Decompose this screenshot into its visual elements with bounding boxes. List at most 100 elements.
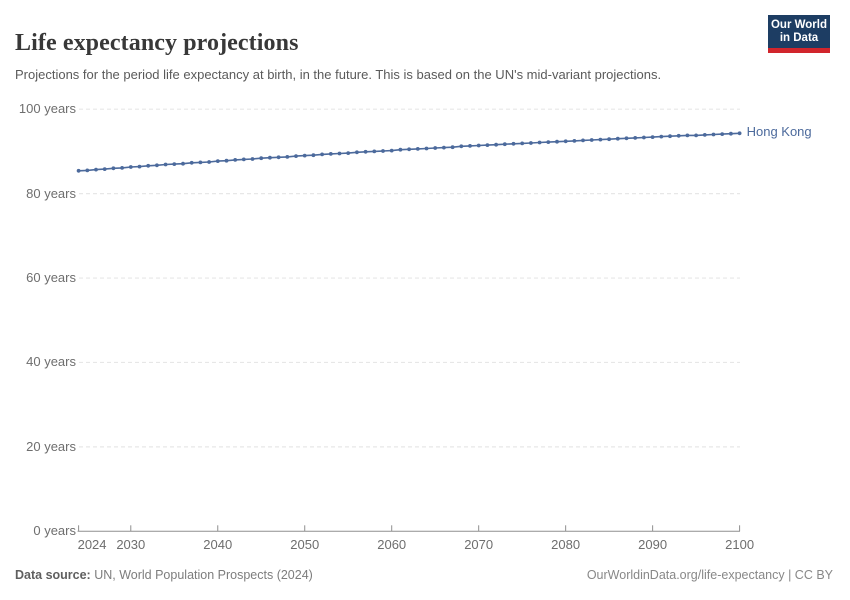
data-point [381,149,385,153]
owid-logo-line1: Our World [770,19,827,31]
data-point [233,158,238,162]
chart-subtitle: Projections for the period life expectan… [15,67,662,82]
x-axis-label-2080: 2080 [551,537,581,552]
data-point [459,144,464,149]
data-point [572,139,577,143]
data-point [711,132,716,137]
data-point [111,166,116,171]
data-point [259,156,264,161]
x-axis-label-2090: 2090 [638,537,668,552]
data-point [241,157,246,162]
data-point [668,134,672,139]
data-point [442,145,446,150]
data-point [729,131,733,136]
data-point [198,160,203,165]
x-axis-label-2024: 2024 [77,537,107,552]
data-point [215,159,220,164]
data-point [450,145,455,150]
data-point [537,140,542,145]
owid-logo[interactable]: Our World in Data [768,15,830,53]
data-point [189,160,194,165]
data-point [720,132,725,137]
x-axis-label-2100: 2100 [725,537,755,552]
x-axis-label-2040: 2040 [203,537,233,552]
data-point [694,133,698,138]
data-point [389,148,394,153]
x-axis-label-2050: 2050 [290,537,320,552]
series-label-hong-kong[interactable]: Hong Kong [746,124,812,140]
x-axis-label-2070: 2070 [464,537,494,552]
y-axis-label-100: 100 years [18,101,76,117]
data-point [155,163,159,168]
data-point [355,150,359,155]
data-point [268,155,272,160]
data-point [563,139,568,144]
data-point [302,153,307,158]
x-axis-label-2030: 2030 [116,537,146,552]
data-point [615,136,620,141]
y-axis-label-80: 80 years [26,185,76,201]
data-point [659,134,664,139]
y-axis-label-40: 40 years [26,354,76,370]
data-point [146,163,151,168]
data-point [346,151,351,156]
data-point [294,154,298,159]
data-point [128,165,133,169]
data-point [650,135,655,140]
data-point [633,136,638,140]
data-point [589,138,594,142]
data-point [372,149,377,154]
data-point [424,146,429,151]
page-title: Life expectancy projections [15,30,299,57]
y-axis-label-20: 20 years [26,438,76,454]
data-point [468,144,472,148]
x-axis-label-2060: 2060 [377,537,407,552]
data-point [546,140,551,145]
data-point [737,131,742,136]
footer-license-link[interactable]: OurWorldinData.org/life-expectancy | CC … [586,568,833,582]
data-point [494,142,498,147]
data-point [624,136,629,141]
data-point [476,143,481,148]
data-point [320,152,324,157]
data-point [328,152,333,156]
data-point [337,151,342,156]
data-point [120,166,124,170]
footer-source: Data source: UN, World Population Prospe… [15,568,313,582]
data-point [285,155,290,159]
data-point [250,157,255,161]
data-point [520,141,525,146]
data-point [607,137,611,142]
data-point [172,162,177,167]
data-point [502,142,507,147]
data-point [433,146,438,150]
data-point [511,141,516,146]
data-point [581,138,585,143]
data-point [529,141,533,145]
footer-source-text: UN, World Population Prospects (2024) [90,568,313,582]
data-point [702,133,707,137]
owid-logo-line2: in Data [779,32,819,44]
data-point [276,155,281,160]
y-axis-label-0: 0 years [33,523,76,539]
y-axis-label-60: 60 years [26,270,76,286]
series-line-hong-kong[interactable] [78,132,740,172]
footer-source-label: Data source: [15,568,91,582]
data-point [76,168,81,173]
data-point [398,147,403,152]
data-point [311,153,316,158]
data-point [363,149,368,154]
data-point [137,164,142,169]
data-point [94,167,98,172]
data-point [207,160,212,164]
data-point [485,143,490,148]
data-point [685,133,690,138]
data-point [555,139,559,144]
data-point [163,162,168,167]
data-point [407,147,411,152]
data-point [415,147,420,151]
data-point [224,158,229,163]
data-point [642,135,646,140]
